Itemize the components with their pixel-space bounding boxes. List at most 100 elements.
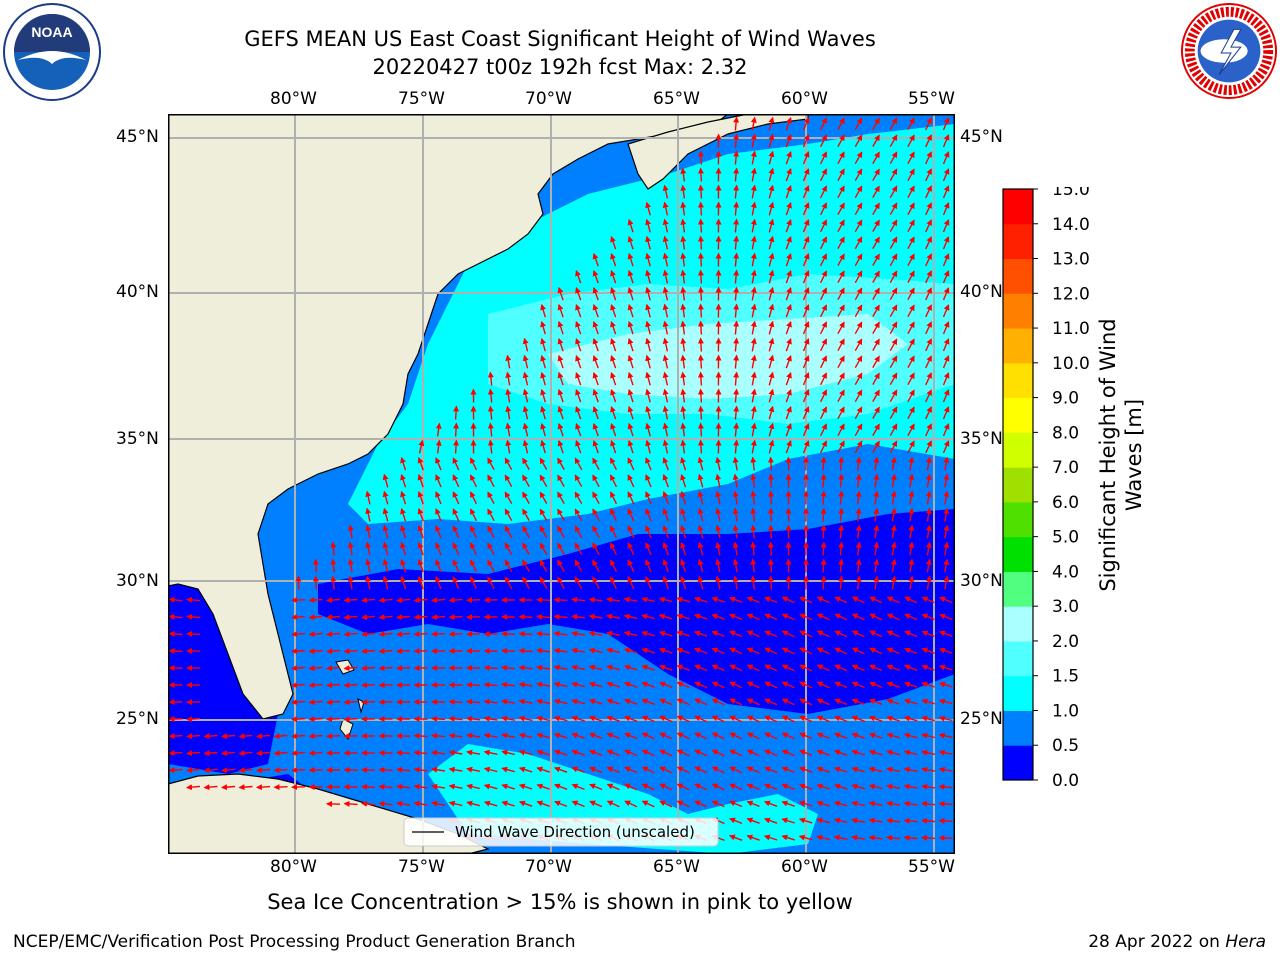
- wave-arrow: [487, 542, 495, 556]
- wave-arrow: [505, 388, 512, 403]
- wave-arrow: [819, 304, 828, 318]
- wave-arrow: [168, 767, 183, 774]
- colorbar-cell: [1003, 467, 1033, 503]
- wave-arrow: [589, 783, 603, 791]
- wave-arrow: [921, 596, 935, 604]
- wave-arrow: [627, 388, 634, 403]
- colorbar-tick-label: 1.0: [1052, 701, 1079, 721]
- lat-label-right-45: 45°N: [960, 127, 1003, 147]
- wave-arrow: [733, 252, 740, 267]
- wave-arrow: [522, 388, 529, 403]
- wave-arrow: [680, 490, 687, 505]
- wave-arrow: [925, 236, 932, 250]
- wave-arrow: [676, 766, 690, 774]
- wave-arrow: [872, 321, 880, 334]
- wave-arrow: [396, 749, 411, 756]
- wave-arrow: [308, 597, 323, 604]
- wave-arrow: [501, 681, 516, 688]
- wave-arrow: [382, 575, 389, 590]
- wave-arrow: [382, 524, 389, 539]
- wave-arrow: [378, 631, 393, 638]
- wave-arrow: [886, 681, 900, 688]
- wave-arrow: [785, 116, 792, 131]
- wave-arrow: [518, 749, 533, 756]
- wave-arrow: [553, 715, 568, 722]
- wave-arrow: [662, 473, 669, 488]
- colorbar-tick-label: 8.0: [1052, 423, 1079, 443]
- wave-arrow: [658, 664, 673, 671]
- wave-arrow: [431, 631, 446, 638]
- wave-arrow: [606, 715, 620, 722]
- wave-arrow: [746, 766, 760, 774]
- wave-arrow: [575, 337, 582, 352]
- lat-label-right-25: 25°N: [960, 709, 1003, 729]
- wave-arrow: [624, 732, 638, 740]
- wave-arrow: [802, 151, 810, 165]
- wave-arrow: [816, 664, 830, 672]
- wave-arrow: [417, 456, 424, 471]
- wave-arrow: [903, 766, 918, 773]
- wave-arrow: [746, 715, 760, 723]
- wave-arrow: [588, 664, 603, 671]
- lon-label-top-55: 55°W: [908, 89, 955, 109]
- wave-arrow: [889, 389, 898, 403]
- wave-arrow: [378, 682, 393, 689]
- wave-arrow: [680, 184, 687, 199]
- wave-arrow: [396, 631, 411, 638]
- wave-arrow: [645, 371, 651, 386]
- wave-arrow: [487, 422, 494, 437]
- wave-arrow: [908, 507, 915, 522]
- wave-arrow: [483, 681, 498, 688]
- wave-arrow: [781, 681, 795, 689]
- wave-direction-arrows: [168, 116, 953, 842]
- wave-arrow: [431, 749, 446, 756]
- nws-logo: [1180, 2, 1278, 100]
- wave-arrow: [469, 525, 478, 539]
- wave-arrow: [606, 664, 620, 671]
- wave-arrow: [921, 732, 935, 739]
- colorbar-cell: [1003, 501, 1033, 538]
- colorbar-cell: [1003, 675, 1033, 711]
- lon-label-top-65: 65°W: [653, 89, 700, 109]
- run-date-text: 28 Apr 2022 on: [1088, 932, 1220, 952]
- wave-arrow: [540, 439, 546, 454]
- wave-arrow: [606, 647, 620, 654]
- wave-arrow: [889, 270, 898, 284]
- wave-arrow: [592, 303, 599, 318]
- wave-arrow: [925, 287, 932, 301]
- wave-arrow: [662, 252, 669, 267]
- wave-arrow: [890, 456, 897, 471]
- wave-arrow: [400, 507, 407, 522]
- wave-arrow: [627, 269, 634, 284]
- wave-arrow: [711, 647, 725, 655]
- wave-arrow: [942, 304, 950, 318]
- wave-arrow: [938, 647, 953, 654]
- wave-arrow: [816, 766, 830, 773]
- wave-arrow: [553, 698, 568, 705]
- wave-arrow: [746, 749, 760, 757]
- wave-arrow: [505, 405, 512, 420]
- wave-arrow: [938, 630, 953, 637]
- wave-arrow: [785, 184, 792, 199]
- wave-arrow: [659, 783, 673, 791]
- wave-arrow: [361, 699, 376, 706]
- wave-arrow: [658, 630, 673, 637]
- wave-arrow: [522, 474, 530, 487]
- wave-arrow: [768, 405, 775, 420]
- wave-arrow: [733, 133, 740, 148]
- wave-arrow: [557, 337, 564, 352]
- wave-arrow: [518, 630, 533, 637]
- wave-arrow: [711, 766, 725, 774]
- run-date: 28 Apr 2022 on Hera: [1088, 932, 1266, 952]
- wave-arrow: [676, 647, 690, 654]
- wave-arrow: [802, 168, 810, 182]
- wave-arrow: [768, 320, 775, 335]
- wave-arrow: [854, 168, 863, 182]
- wave-arrow: [942, 389, 950, 403]
- wave-arrow: [518, 766, 533, 773]
- wave-arrow: [768, 337, 775, 352]
- wave-arrow: [851, 664, 865, 672]
- wave-arrow: [855, 490, 862, 505]
- wave-arrow: [729, 647, 743, 655]
- wave-arrow: [715, 558, 722, 573]
